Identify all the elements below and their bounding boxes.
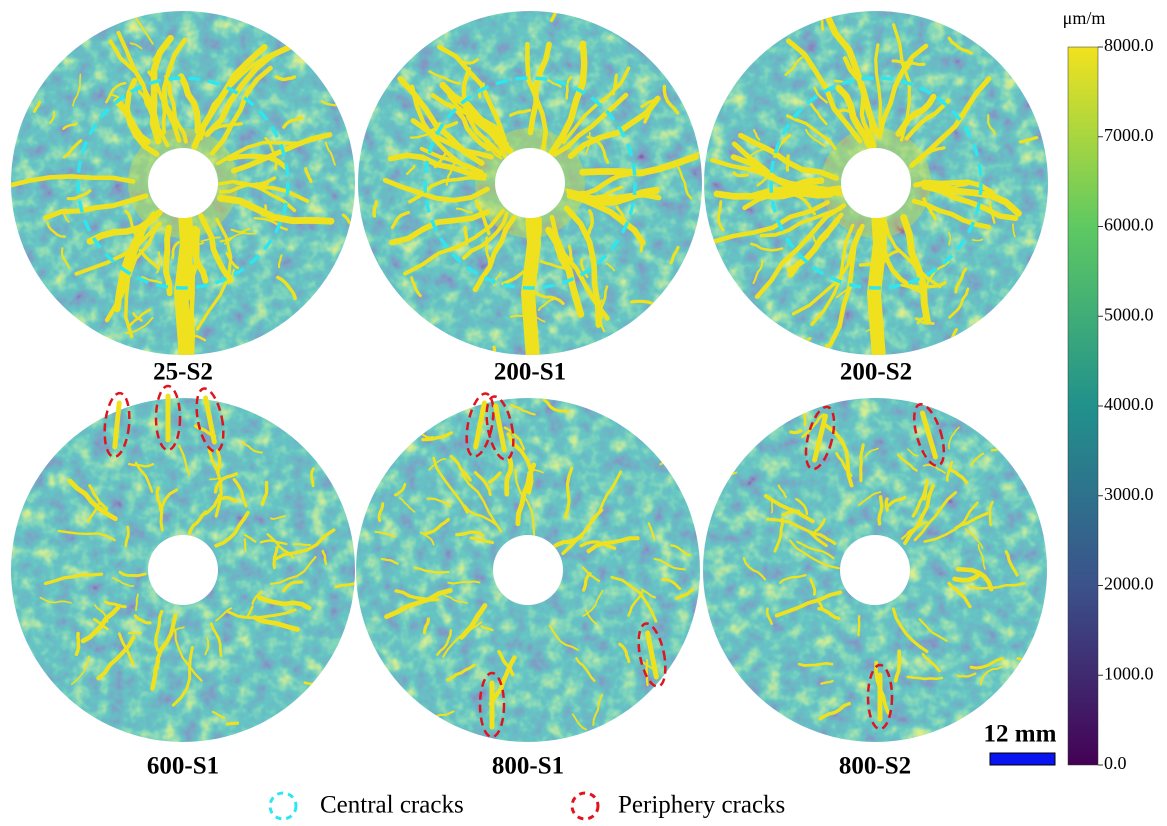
panel-label: 25-S2 (153, 359, 213, 386)
crack (647, 660, 648, 685)
legend-periphery-symbol (572, 793, 598, 819)
page: μm/m 12 mm Central cracks Periphery crac… (0, 0, 1167, 826)
figure: μm/m 12 mm Central cracks Periphery crac… (0, 0, 1167, 826)
crack (129, 633, 142, 634)
crack (787, 156, 788, 170)
crack (76, 634, 78, 655)
colorbar-tick-label: 2000.0 (1104, 574, 1154, 594)
panel-label: 800-S1 (492, 753, 564, 780)
colorbar-tick-label: 1000.0 (1104, 663, 1154, 683)
colorbar-tick-label: 6000.0 (1104, 215, 1154, 235)
crack (791, 431, 801, 433)
scale-bar (990, 753, 1055, 765)
crack (256, 184, 267, 185)
crack (305, 682, 323, 684)
colorbar-tick-label: 8000.0 (1104, 35, 1154, 55)
center-hole (495, 148, 565, 218)
crack (465, 227, 467, 244)
center-hole (841, 148, 911, 218)
colorbar (1068, 47, 1098, 765)
legend-periphery-label: Periphery cracks (618, 792, 785, 819)
colorbar-unit: μm/m (1063, 8, 1106, 28)
crack (245, 539, 246, 551)
colorbar-tick-label: 7000.0 (1104, 125, 1154, 145)
crack (825, 345, 827, 370)
crack (166, 228, 170, 294)
center-hole (148, 535, 218, 605)
colorbar-tick-label: 5000.0 (1104, 304, 1154, 324)
crack (886, 499, 887, 510)
scale-bar-label: 12 mm (984, 721, 1057, 748)
colorbar-tick-label: 3000.0 (1104, 484, 1154, 504)
panel-label: 200-S2 (840, 359, 912, 386)
crack (661, 452, 692, 464)
legend-central-symbol (270, 793, 296, 819)
crack (218, 451, 220, 473)
crack (294, 544, 310, 545)
panel-label: 200-S1 (494, 359, 566, 386)
center-hole (148, 148, 218, 218)
crack (771, 499, 772, 513)
colorbar-tick-label: 4000.0 (1104, 394, 1154, 414)
panel-label: 600-S1 (147, 753, 219, 780)
crack (797, 338, 810, 350)
crack (129, 464, 153, 466)
crack (859, 616, 860, 635)
panel-label: 800-S2 (839, 753, 911, 780)
center-hole (493, 535, 563, 605)
center-hole (840, 535, 910, 605)
legend-central-label: Central cracks (320, 792, 464, 819)
crack (312, 469, 314, 486)
crack (641, 241, 643, 251)
crack (227, 723, 237, 724)
colorbar-tick-label: 0.0 (1104, 753, 1127, 773)
